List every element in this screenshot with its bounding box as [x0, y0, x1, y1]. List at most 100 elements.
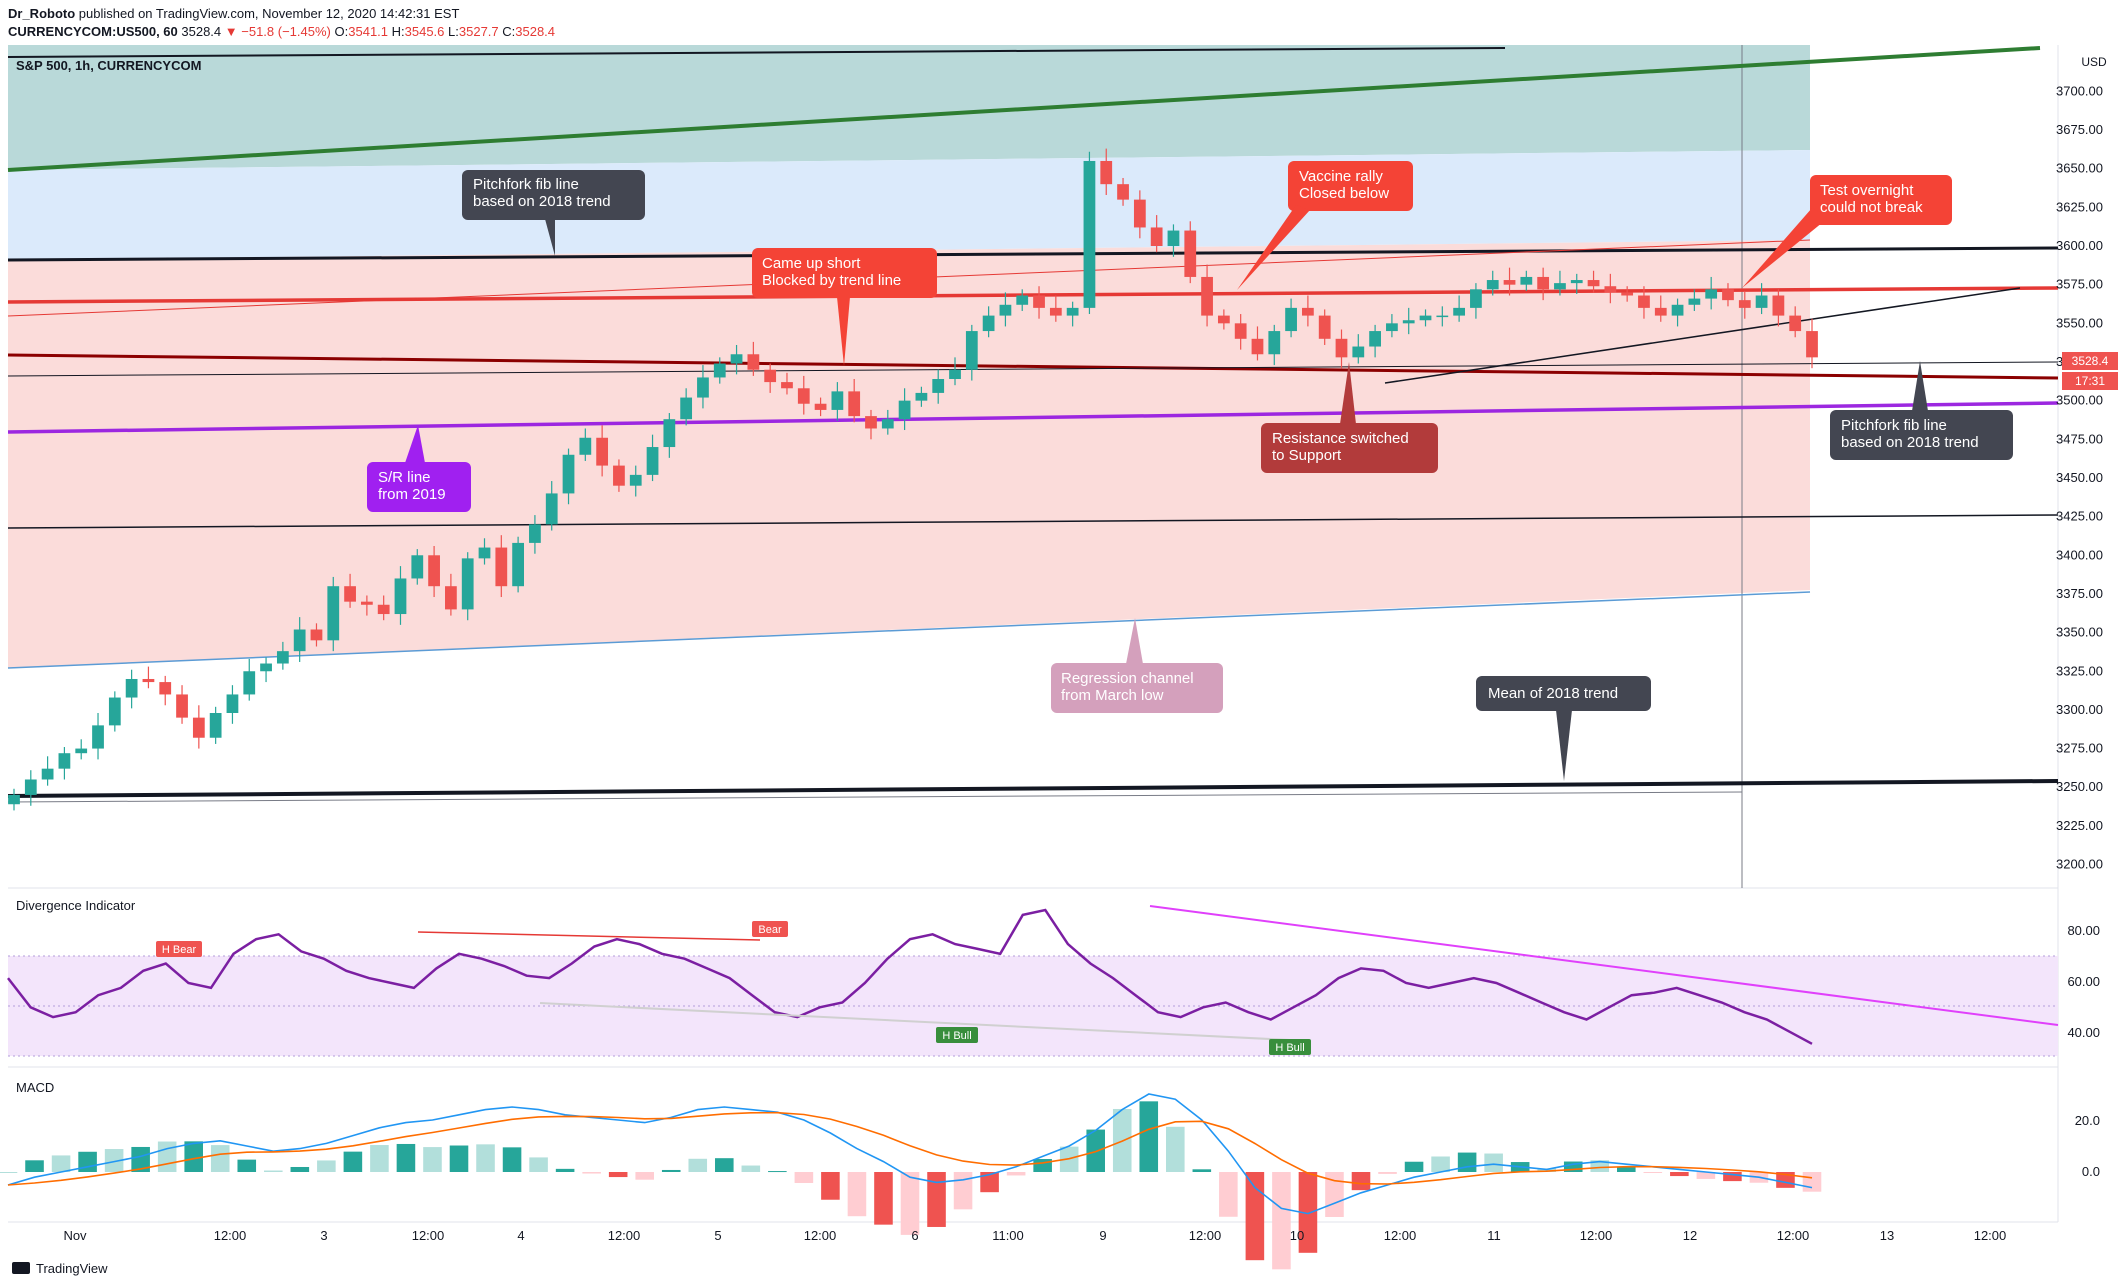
resistance-support-note[interactable]: Resistance switched to Support — [1261, 362, 1438, 473]
brand-label: TradingView — [36, 1261, 108, 1276]
macd-histogram-bar — [104, 1149, 124, 1172]
pitchfork-note-top[interactable]: Pitchfork fib line based on 2018 trend — [462, 170, 645, 256]
mean-2018-line — [7, 779, 2059, 798]
high-value: 3545.6 — [404, 24, 445, 39]
candle-body — [1688, 298, 1701, 305]
candle-body — [75, 748, 88, 754]
candle-body — [915, 392, 928, 401]
candle-body — [41, 768, 54, 780]
candle-body — [865, 416, 877, 429]
close-label: C: — [502, 24, 516, 39]
bear-badge — [752, 921, 788, 937]
macd-histogram-bar — [1563, 1161, 1583, 1172]
h-bear-badge — [156, 941, 202, 957]
candle-body — [529, 524, 541, 543]
regression-note[interactable]: Regression channel from March low — [1051, 618, 1223, 713]
candle-body — [730, 354, 743, 364]
candle-body — [596, 437, 609, 466]
candle-body — [1755, 295, 1768, 308]
candle-body — [1570, 280, 1583, 284]
candle-body — [1705, 289, 1718, 299]
time-tick-label: 12 — [1683, 1228, 1697, 1243]
time-tick-label: 12:00 — [1580, 1228, 1613, 1243]
price-tick-label: 3550.00 — [2056, 315, 2103, 330]
regression-lower-line — [7, 591, 1811, 669]
macd-histogram-bar — [370, 1145, 389, 1172]
candle-body — [142, 678, 155, 683]
price-tick-label: 3325.00 — [2056, 663, 2103, 678]
time-tick-label: 11:00 — [992, 1228, 1024, 1243]
macd-histogram-bar — [821, 1172, 840, 1200]
last-price: 3528.4 — [181, 24, 222, 39]
bear-divergence-line — [417, 931, 761, 941]
candle-body — [949, 369, 961, 379]
macd-histogram-bar — [157, 1141, 177, 1172]
candle-body — [512, 542, 524, 587]
candle-body — [1772, 295, 1785, 316]
macd-histogram-bar — [661, 1169, 681, 1172]
candle-body — [1184, 230, 1197, 277]
time-tick-label: 12:00 — [1189, 1228, 1222, 1243]
candle-body — [545, 493, 558, 525]
candle-body — [1150, 227, 1163, 247]
low-label: L: — [448, 24, 459, 39]
div-tick-40: 40.00 — [2067, 1025, 2100, 1040]
price-tick-label: 3600.00 — [2056, 238, 2103, 253]
macd-histogram-bar — [78, 1151, 97, 1172]
macd-histogram-bar — [0, 1172, 18, 1173]
vaccine-rally-note[interactable]: Vaccine rally Closed below — [1237, 161, 1413, 290]
thin-sr-line — [7, 361, 2059, 377]
note-line: from 2019 — [378, 486, 446, 503]
came-up-short-note[interactable]: Came up short Blocked by trend line — [752, 248, 937, 366]
macd-histogram-bar — [264, 1170, 283, 1172]
macd-histogram-bar — [1192, 1169, 1212, 1172]
macd-histogram-bar — [51, 1155, 71, 1172]
candle-body — [1386, 323, 1398, 332]
note-line: to Support — [1272, 447, 1342, 464]
candle-body — [764, 369, 777, 383]
price-tick-label: 3275.00 — [2056, 741, 2103, 756]
macd-histogram-bar — [423, 1147, 442, 1172]
price-tick-label: 3225.00 — [2056, 818, 2103, 833]
resistance-support-line — [7, 353, 2059, 380]
candle-body — [848, 391, 861, 417]
macd-histogram-bar — [980, 1172, 999, 1193]
macd-histogram-bar — [1033, 1158, 1052, 1172]
candle-body — [663, 419, 676, 448]
candle-body — [445, 586, 457, 610]
candle-body — [1302, 307, 1314, 316]
test-overnight-note[interactable]: Test overnight could not break — [1742, 175, 1952, 288]
candle-body — [1217, 315, 1230, 324]
macd-histogram-bar — [555, 1168, 575, 1172]
candle-body — [377, 604, 390, 615]
macd-histogram-bar — [131, 1146, 150, 1172]
macd-histogram-bar — [396, 1143, 416, 1172]
sr-line-note[interactable]: S/R line from 2019 — [367, 425, 471, 512]
pitchfork-note-right[interactable]: Pitchfork fib line based on 2018 trend — [1830, 361, 2013, 460]
candle-body — [159, 682, 172, 695]
ohlc-line: CURRENCYCOM:US500, 60 3528.4 ▼ −51.8 (−1… — [8, 24, 555, 39]
tradingview-logo[interactable]: TradingView — [12, 1261, 108, 1276]
note-line: Pitchfork fib line — [473, 176, 579, 193]
price-tick-label: 3400.00 — [2056, 547, 2103, 562]
macd-histogram-bar — [1643, 1172, 1663, 1173]
purple-sr-line — [7, 401, 2059, 434]
candle-body — [1638, 295, 1650, 308]
time-tick-label: 13 — [1880, 1228, 1894, 1243]
note-line: Resistance switched — [1272, 430, 1409, 447]
time-tick-label: 9 — [1099, 1228, 1106, 1243]
note-line: Came up short — [762, 255, 861, 272]
candle-body — [8, 794, 20, 805]
price-tick-label: 3200.00 — [2056, 857, 2103, 872]
pitchfork-upper-zone — [8, 45, 1810, 170]
mean-2018-note[interactable]: Mean of 2018 trend — [1476, 676, 1651, 781]
candle-body — [999, 304, 1012, 316]
candle-body — [1738, 300, 1751, 308]
h-bull-badge-2 — [1269, 1039, 1311, 1055]
div-tick-80: 80.00 — [2067, 923, 2100, 938]
countdown-tag: 17:31 — [2075, 374, 2105, 388]
author-name[interactable]: Dr_Roboto — [8, 6, 76, 21]
published-text: published on TradingView.com, November 1… — [78, 6, 460, 21]
